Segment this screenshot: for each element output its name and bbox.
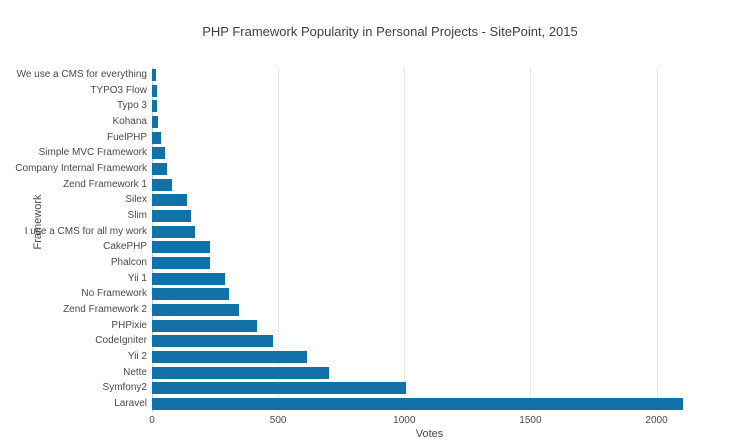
y-tick-label: Nette bbox=[123, 366, 147, 378]
plot-area bbox=[152, 67, 707, 412]
y-tick-label: Typo 3 bbox=[116, 100, 147, 112]
x-axis-title: Votes bbox=[415, 428, 444, 440]
bar bbox=[152, 241, 210, 254]
x-tick-label: 1500 bbox=[519, 415, 542, 426]
y-tick-label: Phalcon bbox=[110, 257, 147, 269]
bar bbox=[152, 272, 225, 285]
bar bbox=[152, 209, 192, 222]
bar bbox=[152, 335, 273, 348]
y-tick-label: Simple MVC Framework bbox=[38, 147, 147, 159]
y-tick-label: Laravel bbox=[114, 398, 147, 410]
bar bbox=[152, 351, 308, 364]
bar bbox=[152, 131, 161, 144]
bar bbox=[152, 194, 188, 207]
y-tick-label: TYPO3 Flow bbox=[90, 84, 147, 96]
y-tick-label: Zend Framework 2 bbox=[63, 304, 147, 316]
bar bbox=[152, 162, 168, 175]
bar bbox=[152, 304, 239, 317]
y-tick-label: No Framework bbox=[81, 288, 147, 300]
y-tick-label: Kohana bbox=[112, 115, 147, 127]
bar bbox=[152, 178, 172, 191]
y-tick-label: I use a CMS for all my work bbox=[24, 225, 147, 237]
y-tick-label: Company Internal Framework bbox=[15, 162, 147, 174]
x-tick-label: 2000 bbox=[645, 415, 668, 426]
bar bbox=[152, 84, 157, 97]
y-tick-label: Yii 1 bbox=[127, 272, 147, 284]
bar bbox=[152, 398, 684, 411]
y-tick-label: CakePHP bbox=[103, 241, 147, 253]
bar bbox=[152, 382, 406, 395]
bar bbox=[152, 288, 229, 301]
bar bbox=[152, 319, 258, 332]
bar bbox=[152, 147, 166, 160]
y-tick-label: Slim bbox=[127, 209, 147, 221]
bar bbox=[152, 68, 156, 81]
x-axis-zero-line bbox=[152, 67, 153, 412]
y-tick-label: Symfony2 bbox=[102, 382, 147, 394]
bar bbox=[152, 225, 196, 238]
y-tick-label: We use a CMS for everything bbox=[16, 68, 147, 80]
bar bbox=[152, 257, 211, 270]
y-tick-label: PHPixie bbox=[111, 319, 147, 331]
grid-line bbox=[530, 67, 532, 412]
y-axis-title: Framework bbox=[32, 194, 44, 250]
grid-line bbox=[404, 67, 406, 412]
y-tick-label: CodeIgniter bbox=[95, 335, 147, 347]
y-tick-label: Silex bbox=[125, 194, 147, 206]
grid-line bbox=[278, 67, 280, 412]
chart-title: PHP Framework Popularity in Personal Pro… bbox=[202, 24, 578, 39]
x-tick-label: 500 bbox=[269, 415, 287, 426]
y-tick-label: FuelPHP bbox=[106, 131, 147, 143]
bar bbox=[152, 100, 158, 113]
y-tick-label: Yii 2 bbox=[127, 351, 147, 363]
bar bbox=[152, 115, 159, 128]
grid-line bbox=[656, 67, 658, 412]
y-tick-label: Zend Framework 1 bbox=[63, 178, 147, 190]
x-tick-label: 0 bbox=[149, 415, 155, 426]
x-tick-label: 1000 bbox=[393, 415, 416, 426]
bar bbox=[152, 366, 329, 379]
